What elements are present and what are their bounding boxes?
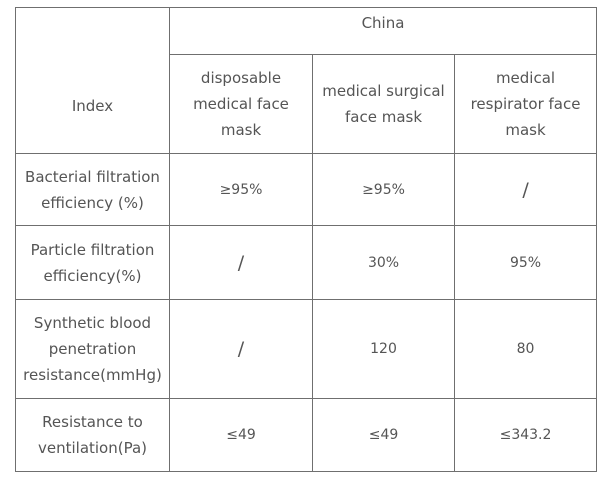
table-row: Synthetic blood penetration resistance(m… <box>15 299 598 399</box>
table-cell: ≥95% <box>169 153 313 226</box>
row-label-particle-filtration: Particle filtration efficiency(%) <box>15 225 170 300</box>
table-cell: 95% <box>453 225 598 300</box>
row-label-synthetic-blood: Synthetic blood penetration resistance(m… <box>15 299 170 399</box>
table-cell: ≤343.2 <box>453 398 598 472</box>
mask-type-header-surgical: medical surgical face mask <box>312 54 455 154</box>
table-row: Bacterial filtration efficiency (%) ≥95%… <box>15 153 598 226</box>
table-row: Particle filtration efficiency(%) / 30% … <box>15 225 598 300</box>
table-cell: 80 <box>453 299 598 399</box>
header-row-mask-types: disposable medical face mask medical sur… <box>16 54 598 154</box>
mask-type-header-disposable: disposable medical face mask <box>169 54 313 154</box>
table-cell: ≥95% <box>312 153 455 226</box>
index-header: Index <box>15 7 170 154</box>
table-row: Resistance to ventilation(Pa) ≤49 ≤49 ≤3… <box>15 398 598 472</box>
table-cell: ≤49 <box>312 398 455 472</box>
row-label-bacterial-filtration: Bacterial filtration efficiency (%) <box>15 153 170 226</box>
table-cell: 120 <box>312 299 455 399</box>
table-cell: ≤49 <box>169 398 313 472</box>
table-cell: / <box>453 153 598 226</box>
row-label-ventilation-resistance: Resistance to ventilation(Pa) <box>15 398 170 472</box>
table-cell: / <box>169 299 313 399</box>
country-header: China <box>168 7 598 55</box>
table-cell: 30% <box>312 225 455 300</box>
table-cell: / <box>169 225 313 300</box>
mask-type-header-respirator: medical respirator face mask <box>453 54 598 154</box>
mask-standards-table: Index China disposable medical face mask… <box>15 7 598 472</box>
header-row-country: Index China <box>15 7 598 154</box>
